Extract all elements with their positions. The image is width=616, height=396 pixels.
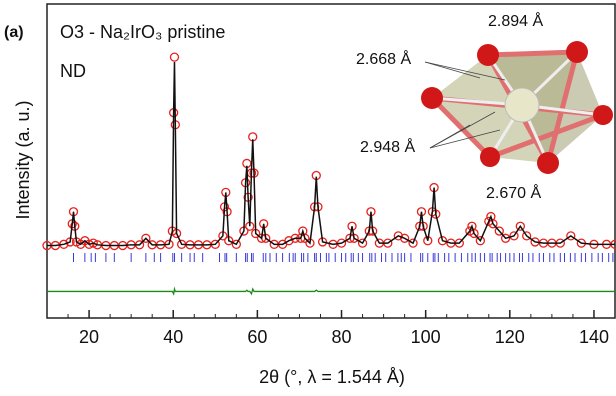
x-tick-label: 100 (411, 327, 441, 347)
x-tick-label: 80 (332, 327, 352, 347)
annotation: 2.948 Å (360, 137, 415, 156)
annotation: 2.668 Å (356, 49, 411, 68)
subtitle: ND (60, 61, 86, 81)
x-tick-label: 20 (79, 327, 99, 347)
x-axis-label: 2θ (°, λ = 1.544 Å) (259, 367, 405, 387)
annotation: 2.670 Å (486, 183, 541, 202)
x-tick-label: 120 (495, 327, 525, 347)
x-tick-label: 140 (579, 327, 609, 347)
x-tick-label: 40 (163, 327, 183, 347)
panel-label: (a) (4, 24, 24, 41)
difference-line (47, 289, 615, 294)
observed-point (170, 53, 178, 61)
x-tick-label: 60 (247, 327, 267, 347)
chart: (a) O3 - Na₂IrO₃ pristine ND Intensity (… (0, 0, 616, 396)
y-axis-label: Intensity (a. u.) (13, 100, 33, 219)
annotation: 2.894 Å (488, 11, 543, 30)
structure-inset (421, 41, 613, 174)
chart-title: O3 - Na₂IrO₃ pristine (60, 22, 225, 42)
